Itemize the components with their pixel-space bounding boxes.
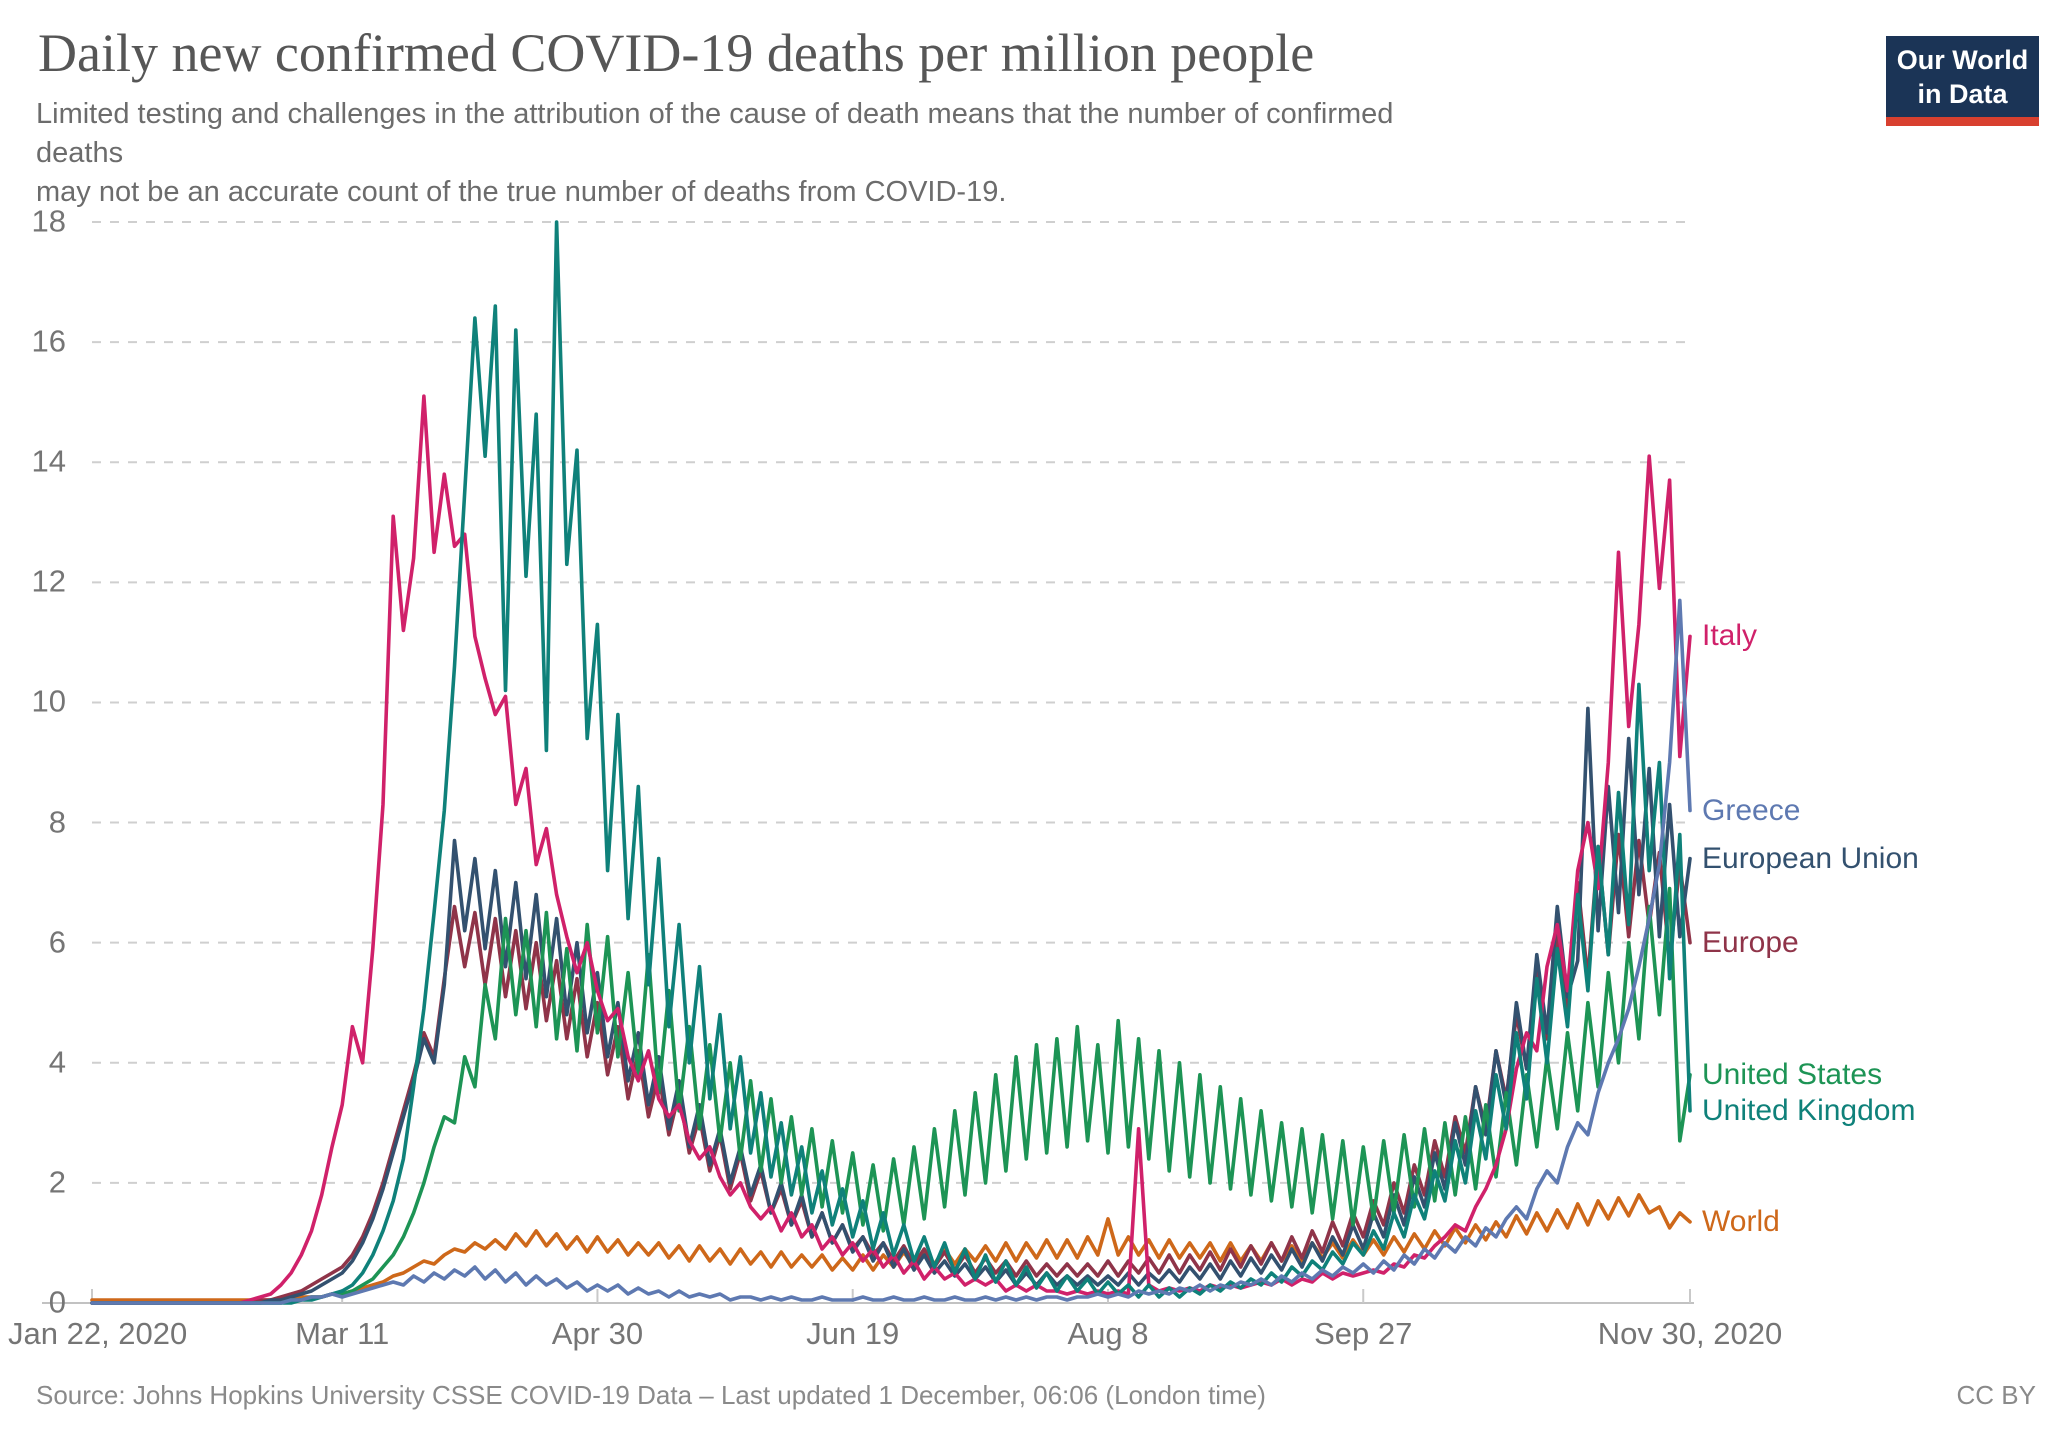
- series-label-united-states[interactable]: United States: [1702, 1057, 1883, 1091]
- license-link[interactable]: CC BY: [1956, 1380, 2036, 1410]
- subtitle-line-2: may not be an accurate count of the true…: [36, 176, 1007, 208]
- x-axis-tick-label-mar-11: Mar 11: [295, 1316, 390, 1351]
- series-line-united-states[interactable]: [90, 886, 1692, 1305]
- owid-logo-line-1: Our World: [1896, 45, 2029, 75]
- series-label-united-kingdom[interactable]: United Kingdom: [1702, 1093, 1916, 1127]
- chart-subtitle: Limited testing and challenges in the at…: [36, 95, 1456, 212]
- series-line-european-union[interactable]: [90, 706, 1692, 1305]
- x-axis-tick-label-aug-8: Aug 8: [1067, 1316, 1149, 1351]
- y-axis-tick-label-14: 14: [31, 443, 66, 479]
- series-line-greece[interactable]: [90, 598, 1692, 1305]
- y-axis-tick-label-12: 12: [31, 563, 66, 599]
- chart-footer: Source: Johns Hopkins University CSSE CO…: [0, 1372, 2048, 1432]
- y-axis-tick-label-10: 10: [31, 683, 66, 719]
- series-line-italy[interactable]: [90, 394, 1692, 1305]
- y-axis-tick-label-0: 0: [48, 1284, 66, 1320]
- x-axis-tick-label-apr-30: Apr 30: [551, 1316, 644, 1351]
- series-label-world[interactable]: World: [1702, 1204, 1780, 1238]
- series-line-united-kingdom[interactable]: [90, 220, 1692, 1305]
- x-axis-tick-label-sep-27: Sep 27: [1314, 1316, 1413, 1351]
- owid-logo[interactable]: Our World in Data: [1886, 36, 2039, 126]
- owid-logo-line-2: in Data: [1917, 79, 2008, 109]
- y-axis-tick-label-6: 6: [48, 923, 66, 959]
- x-axis-tick-label-jun-19: Jun 19: [806, 1316, 900, 1351]
- owid-logo-stripe: [1886, 117, 2039, 126]
- subtitle-line-1: Limited testing and challenges in the at…: [36, 98, 1394, 169]
- y-axis-tick-label-8: 8: [48, 803, 66, 839]
- series-label-greece[interactable]: Greece: [1702, 793, 1801, 827]
- x-axis-tick-label-jan-22-2020: Jan 22, 2020: [8, 1316, 188, 1351]
- y-axis-tick-label-18: 18: [31, 203, 66, 239]
- source-note: Source: Johns Hopkins University CSSE CO…: [36, 1380, 1266, 1410]
- y-axis-tick-label-4: 4: [48, 1044, 66, 1080]
- x-axis-tick-label-nov-30-2020: Nov 30, 2020: [1597, 1316, 1783, 1351]
- series-label-european-union[interactable]: European Union: [1702, 841, 1919, 875]
- y-axis-tick-label-16: 16: [31, 323, 66, 359]
- y-axis-tick-label-2: 2: [48, 1164, 66, 1200]
- owid-logo-text: Our World in Data: [1886, 36, 2039, 117]
- series-label-europe[interactable]: Europe: [1702, 925, 1799, 959]
- series-label-italy[interactable]: Italy: [1702, 619, 1758, 653]
- page-title: Daily new confirmed COVID-19 deaths per …: [38, 23, 1315, 83]
